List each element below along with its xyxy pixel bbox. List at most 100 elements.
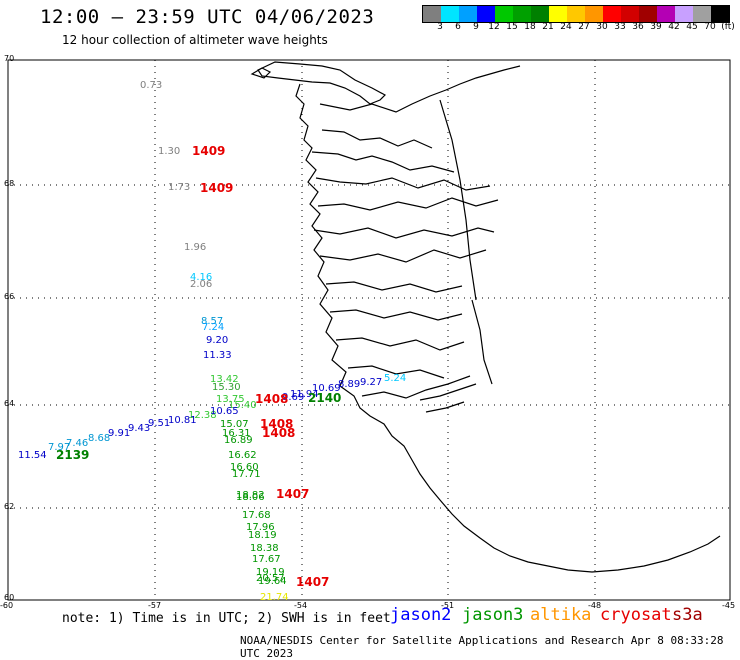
wave-height-value: 9.20	[206, 335, 228, 346]
wave-height-value: 15.30	[212, 382, 241, 393]
legend-swatch	[693, 6, 711, 22]
wave-height-value: 1.96	[184, 242, 206, 253]
legend-swatch	[549, 6, 567, 22]
pass-number-label: 2139	[56, 448, 89, 462]
lon-label-48: -48	[588, 601, 601, 610]
wave-height-value: 11.54	[18, 450, 47, 461]
legend-label: 15	[506, 22, 518, 32]
lat-label-64: 64	[4, 399, 14, 408]
wave-height-value: 15.07	[220, 419, 249, 430]
legend-swatch	[459, 6, 477, 22]
legend-swatch	[513, 6, 531, 22]
legend-swatch	[441, 6, 459, 22]
legend-swatch	[675, 6, 693, 22]
legend-label: 70	[704, 22, 716, 32]
legend-label: (ft)	[721, 22, 735, 32]
greenland-coastline	[250, 61, 721, 573]
color-legend-labels: 3 6 9 12 15 18 21 24 27 30 33 36 39 42 45 70 (ft)	[422, 22, 735, 34]
wave-height-value: 16.60	[230, 462, 259, 473]
wave-height-value: 0.73	[140, 80, 162, 91]
wave-height-value: 19.19	[256, 567, 285, 578]
legend-label: 12	[488, 22, 500, 32]
wave-height-value: 1.73	[168, 182, 190, 193]
color-legend-bar	[422, 5, 730, 23]
legend-label: 30	[596, 22, 608, 32]
wave-height-value: 9.27	[360, 377, 382, 388]
map-title: 12:00 – 23:59 UTC 04/06/2023	[40, 6, 375, 28]
legend-label: 39	[650, 22, 662, 32]
wave-height-value: 16.31	[222, 428, 251, 439]
wave-height-value: 5.24	[384, 373, 406, 384]
legend-swatch	[423, 6, 441, 22]
wave-height-value: 8.68	[88, 433, 110, 444]
wave-height-value: 8.89	[338, 379, 360, 390]
wave-height-value: 19.64	[258, 576, 287, 587]
credit-line: NOAA/NESDIS Center for Satellite Applica…	[240, 634, 724, 660]
legend-altika: altika	[530, 605, 592, 625]
map-subtitle: 12 hour collection of altimeter wave hei…	[62, 33, 328, 47]
pass-number-label: 1407	[276, 487, 309, 501]
pass-number-label: 2140	[308, 391, 341, 405]
wave-height-value: 18.38	[250, 543, 279, 554]
lat-axis-labels: 70 68 66 64 62 60	[4, 54, 14, 602]
lat-label-70: 70	[4, 54, 14, 63]
lon-label-57: -57	[148, 601, 161, 610]
map-frame	[7, 59, 731, 601]
wave-height-value: 20.57	[256, 573, 285, 584]
wave-height-value: 1.30	[158, 146, 180, 157]
legend-swatch	[567, 6, 585, 22]
wave-height-value: 9.51	[148, 418, 170, 429]
legend-swatch	[711, 6, 729, 22]
wave-height-value: 8.57	[201, 316, 223, 327]
pass-number-label: 1408	[262, 426, 295, 440]
legend-swatch	[495, 6, 513, 22]
wave-height-value: 16.62	[228, 450, 257, 461]
legend-swatch	[639, 6, 657, 22]
wave-height-value: 4.16	[190, 272, 212, 283]
legend-label: 27	[578, 22, 590, 32]
legend-label: 6	[455, 22, 461, 32]
wave-height-value: 9.91	[108, 428, 130, 439]
wave-height-value: 17.67	[252, 554, 281, 565]
wave-height-value: 10.81	[168, 415, 197, 426]
legend-label: 18	[524, 22, 536, 32]
legend-label: 33	[614, 22, 626, 32]
wave-height-value: 12.38	[188, 410, 217, 421]
wave-height-value: 11.94	[290, 389, 319, 400]
lat-label-62: 62	[4, 502, 14, 511]
legend-jason3: jason3	[462, 605, 524, 625]
legend-label: 24	[560, 22, 572, 32]
legend-cryosat: cryosat	[600, 605, 672, 625]
legend-label: 3	[437, 22, 443, 32]
legend-swatch	[621, 6, 639, 22]
wave-height-value: 18.06	[236, 492, 265, 503]
wave-height-observations: 0.73 1.30 1.73 1.96 4.162.06 8.577.24 9.20 11.3…	[18, 80, 406, 603]
legend-jason2: jason2	[390, 605, 452, 625]
wave-height-value: 17.96	[246, 522, 275, 533]
pass-number-label: 1409	[192, 144, 225, 158]
wave-height-value: 17.68	[242, 510, 271, 521]
lat-label-68: 68	[4, 179, 14, 188]
pass-number-label: 1408	[260, 417, 293, 431]
wave-height-value: 11.33	[203, 350, 232, 361]
legend-swatch	[585, 6, 603, 22]
wave-height-value: 17.71	[232, 469, 261, 480]
wave-height-value: 2.06	[190, 279, 212, 290]
wave-height-value: 13.75	[216, 394, 245, 405]
wave-height-value: 9.43	[128, 423, 150, 434]
wave-height-value: 7.46	[66, 438, 88, 449]
pass-number-label: 1407	[296, 575, 329, 589]
wave-height-value: 7.97	[48, 442, 70, 453]
wave-height-value: 18.82	[236, 490, 265, 501]
pass-number-label: 1408	[255, 392, 288, 406]
legend-s3a: s3a	[672, 605, 703, 625]
wave-height-value: 21.74	[260, 592, 289, 603]
lat-label-60: 60	[4, 593, 14, 602]
wave-height-value: 10.69	[312, 383, 341, 394]
wave-height-value: 10.65	[210, 406, 239, 417]
legend-label: 45	[686, 22, 698, 32]
wave-height-value: 18.19	[248, 530, 277, 541]
legend-swatch	[603, 6, 621, 22]
legend-label: 9	[473, 22, 479, 32]
